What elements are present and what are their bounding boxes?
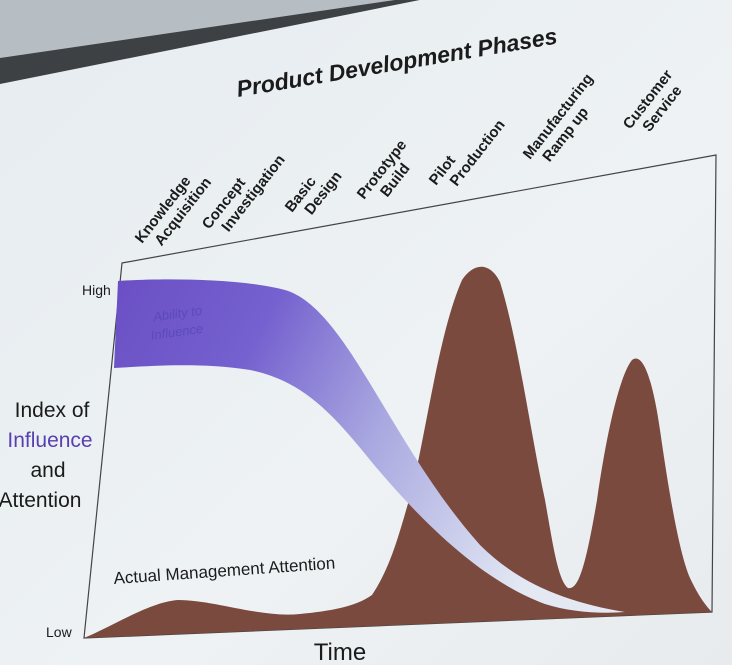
management-attention-area	[84, 266, 712, 638]
y-axis-title-line2: Influence	[7, 429, 92, 452]
y-axis-title-line3: and	[30, 459, 65, 482]
ability-to-influence-label: Ability to Influence	[147, 302, 209, 343]
y-axis-title-line4: Attention	[0, 489, 81, 512]
y-axis-high-label: High	[82, 282, 111, 298]
y-axis-title: Index of Influence and Attention	[0, 399, 93, 512]
y-axis-title-line1: Index of	[15, 399, 90, 422]
x-axis-label: Time	[314, 639, 366, 665]
y-axis-low-label: Low	[46, 624, 73, 640]
ability-to-influence-band	[114, 279, 625, 613]
